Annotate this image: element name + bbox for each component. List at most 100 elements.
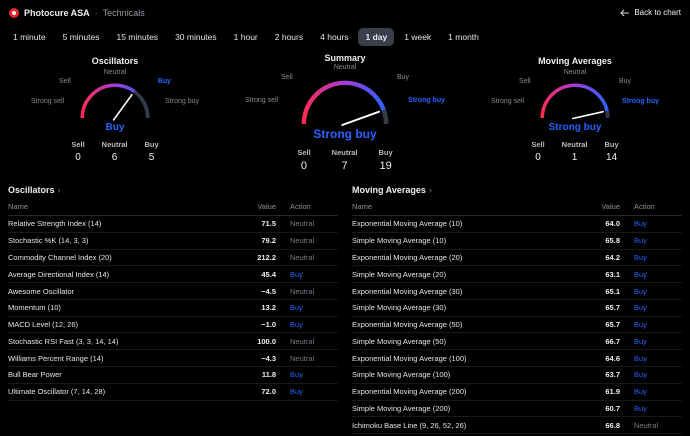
scale-label-strong-buy: Strong buy	[165, 98, 199, 105]
neutral-count: Neutral 1	[561, 140, 588, 163]
buy-count: Buy 14	[604, 140, 619, 163]
table-row: Awesome Oscillator −4.5 Neutral	[8, 282, 338, 300]
indicator-value: 65.7	[584, 316, 634, 334]
column-header-action: Action	[634, 202, 682, 216]
chevron-right-icon: ›	[57, 185, 61, 195]
indicator-value: 65.1	[584, 282, 634, 300]
indicator-value: 64.2	[584, 249, 634, 267]
indicator-action: Buy	[634, 215, 682, 233]
table-row: Ichimoku Base Line (9, 26, 52, 26) 66.8 …	[352, 416, 682, 435]
buy-count: Buy 5	[144, 140, 159, 163]
title-separator: ·	[94, 7, 98, 18]
column-header-value: Value	[240, 202, 290, 216]
indicator-value: 61.9	[584, 383, 634, 401]
indicator-name: Ultimate Oscillator (7, 14, 28)	[8, 383, 240, 401]
scale-label-sell: Sell	[281, 74, 293, 81]
header: Photocure ASA · Technicals Back to chart	[0, 0, 690, 20]
interval-tab[interactable]: 15 minutes	[109, 28, 165, 46]
scale-label-strong-sell: Strong sell	[245, 97, 279, 104]
gauge-arc	[301, 80, 389, 126]
scale-label-strong-sell: Strong sell	[31, 98, 65, 105]
moving-averages-gauge: Moving Averages Strong sell Sell Neutral…	[460, 53, 690, 172]
interval-tab[interactable]: 1 hour	[227, 28, 265, 46]
indicator-value: 72.0	[240, 383, 290, 401]
table-row: Commodity Channel Index (20) 212.2 Neutr…	[8, 249, 338, 267]
indicator-value: −4.3	[240, 349, 290, 368]
indicator-name: Exponential Moving Average (20)	[352, 249, 584, 267]
indicator-name: Exponential Moving Average (100)	[352, 349, 584, 368]
moving-averages-table: Moving Averages › Name Value Action Expon…	[352, 185, 682, 436]
interval-tabs: 1 minute 5 minutes 15 minutes 30 minutes…	[0, 20, 690, 48]
indicator-action: Buy	[290, 299, 338, 317]
table-header-row: Name Value Action	[352, 202, 682, 216]
interval-tab[interactable]: 30 minutes	[168, 28, 224, 46]
gauge-title: Oscillators	[91, 56, 139, 66]
table-row: Volume Weighted Moving Average (20) 66.2…	[352, 433, 682, 436]
scale-label-strong-buy: Strong buy	[408, 97, 445, 104]
interval-tab[interactable]: 5 minutes	[56, 28, 107, 46]
back-arrow-icon	[620, 9, 630, 16]
indicator-action: Buy	[634, 265, 682, 284]
indicator-name: Ichimoku Base Line (9, 26, 52, 26)	[352, 416, 584, 435]
table-row: Simple Moving Average (20) 63.1 Buy	[352, 265, 682, 284]
gauge-counts: Sell 0 Neutral 7 Buy 19	[297, 148, 392, 172]
gauge-arc	[80, 83, 150, 121]
table-row: Exponential Moving Average (200) 61.9 Bu…	[352, 383, 682, 401]
indicator-value: 212.2	[240, 249, 290, 267]
gauge-needle	[341, 110, 381, 126]
oscillators-section-link[interactable]: Oscillators ›	[8, 185, 61, 195]
scale-label-buy: Buy	[618, 78, 631, 85]
gauges-section: Oscillators Strong sell Sell Neutral Buy…	[0, 53, 690, 172]
column-header-name: Name	[8, 202, 240, 216]
interval-tab[interactable]: 4 hours	[313, 28, 355, 46]
interval-tab[interactable]: 2 hours	[268, 28, 310, 46]
indicator-value: 63.7	[584, 366, 634, 384]
back-to-chart-label: Back to chart	[634, 8, 681, 17]
interval-tab[interactable]: 1 minute	[6, 28, 53, 46]
gauge-needle	[112, 93, 133, 121]
indicator-action: Buy	[634, 232, 682, 250]
indicator-value: 66.2	[584, 433, 634, 436]
gauge: Strong sell Sell Neutral Buy Strong buy	[487, 69, 663, 120]
indicator-name: Relative Strength Index (14)	[8, 215, 240, 233]
indicator-name: Bull Bear Power	[8, 366, 240, 384]
table-row: Exponential Moving Average (20) 64.2 Buy	[352, 249, 682, 267]
moving-averages-section-link[interactable]: Moving Averages ›	[352, 185, 432, 195]
scale-label-buy: Buy	[396, 74, 409, 81]
indicator-name: Exponential Moving Average (10)	[352, 215, 584, 233]
indicator-value: 79.2	[240, 232, 290, 250]
indicator-value: 66.7	[584, 332, 634, 351]
indicator-action: Buy	[634, 349, 682, 368]
indicator-name: Simple Moving Average (200)	[352, 400, 584, 418]
gauge-counts: Sell 0 Neutral 1 Buy 14	[531, 140, 618, 163]
buy-count: Buy 19	[378, 148, 393, 172]
indicator-value: 100.0	[240, 332, 290, 351]
interval-tab[interactable]: 1 month	[441, 28, 486, 46]
gauge-signal: Strong buy	[548, 122, 602, 133]
indicator-action: Buy	[634, 316, 682, 334]
interval-tab[interactable]: 1 week	[397, 28, 438, 46]
gauge: Strong sell Sell Neutral Buy Strong buy	[27, 69, 203, 121]
indicator-value: −4.5	[240, 282, 290, 300]
indicator-name: Exponential Moving Average (50)	[352, 316, 584, 334]
indicator-action: Neutral	[290, 282, 338, 300]
gauge-signal: Strong buy	[313, 127, 377, 141]
column-header-action: Action	[290, 202, 338, 216]
indicator-name: Momentum (10)	[8, 299, 240, 317]
column-header-name: Name	[352, 202, 584, 216]
indicator-action: Buy	[634, 299, 682, 317]
indicator-name: Volume Weighted Moving Average (20)	[352, 433, 584, 436]
scale-label-buy: Buy	[157, 78, 171, 85]
summary-gauge: Summary Strong sell Sell Neutral Buy Str…	[230, 53, 460, 172]
back-to-chart-button[interactable]: Back to chart	[620, 8, 681, 17]
indicator-name: MACD Level (12, 26)	[8, 316, 240, 334]
gauge-arc	[540, 83, 610, 120]
indicator-name: Simple Moving Average (10)	[352, 232, 584, 250]
gauge-counts: Sell 0 Neutral 6 Buy 5	[71, 140, 158, 163]
indicator-name: Simple Moving Average (20)	[352, 265, 584, 284]
indicator-action: Neutral	[290, 232, 338, 250]
interval-tab[interactable]: 1 day	[358, 28, 395, 46]
scale-label-strong-sell: Strong sell	[491, 98, 525, 105]
photocure-logo-icon	[9, 7, 19, 18]
indicator-action: Buy	[634, 400, 682, 418]
